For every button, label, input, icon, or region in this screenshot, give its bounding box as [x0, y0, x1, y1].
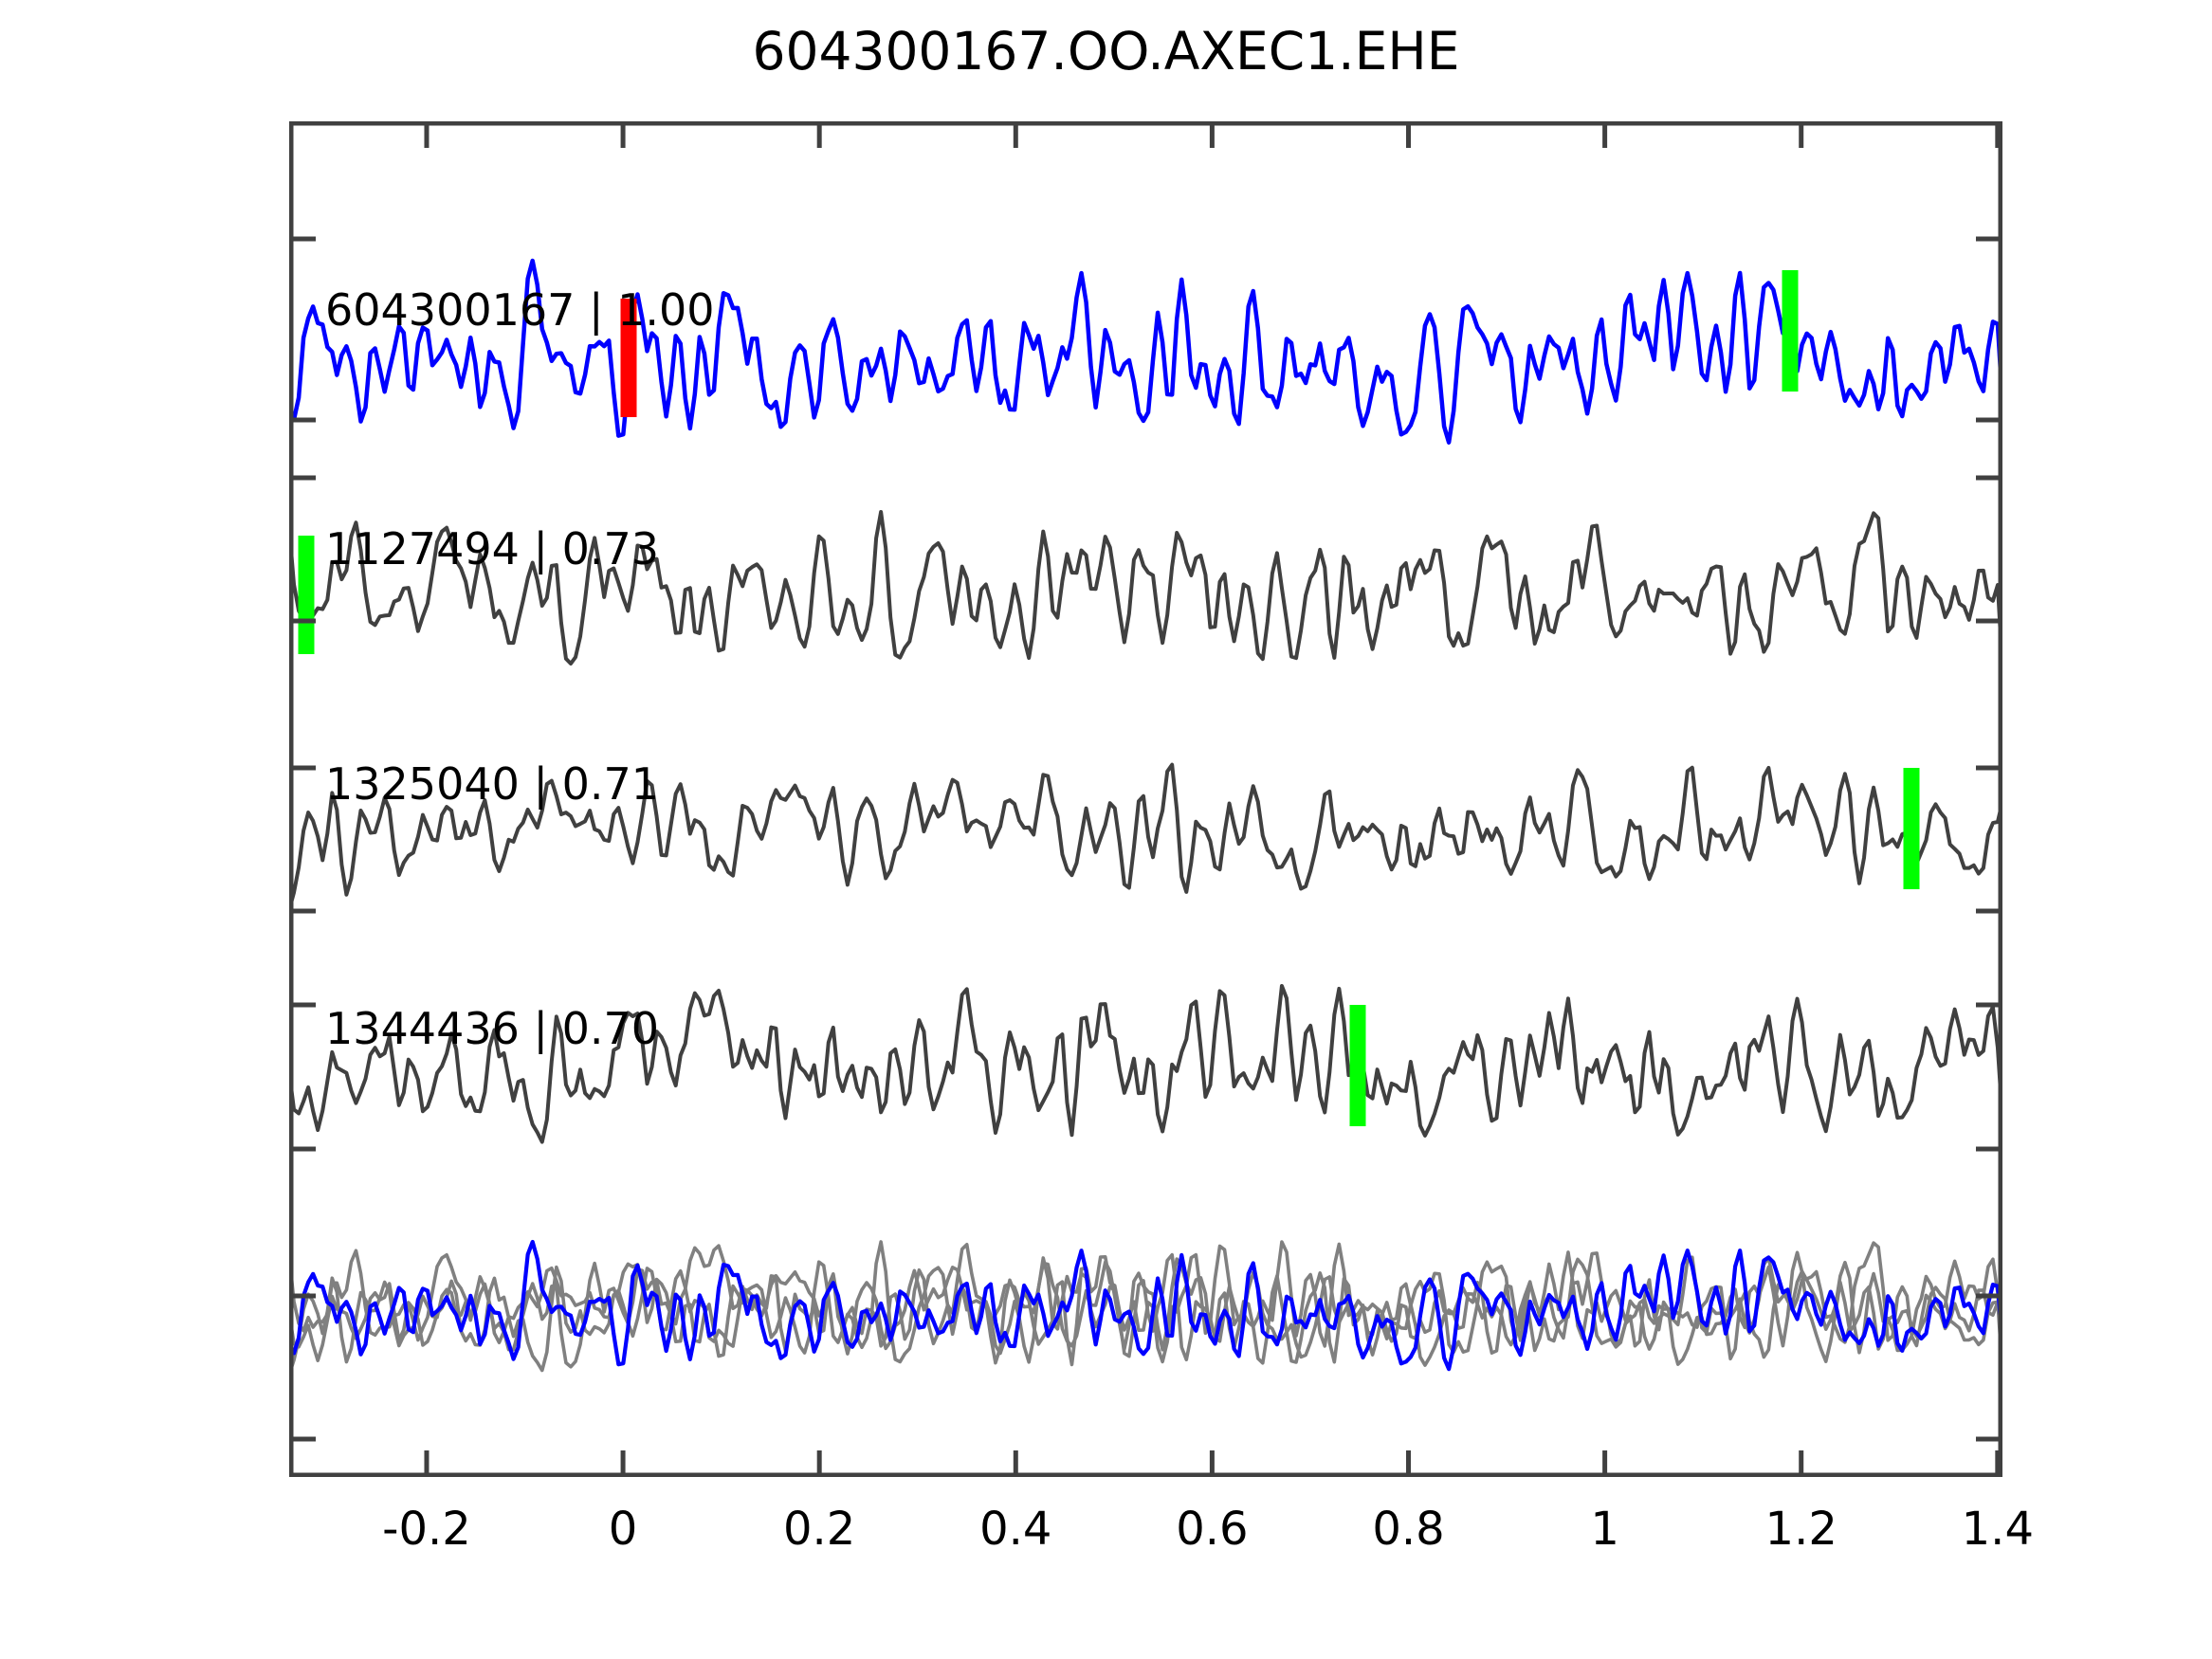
plot-area — [289, 121, 2002, 1477]
x-tick-label-7: 1.2 — [1764, 1503, 1837, 1556]
x-tick-label-1: 0 — [608, 1503, 638, 1556]
page-title: 604300167.OO.AXEC1.EHE — [752, 21, 1460, 82]
waveform-trace-1325040 — [289, 762, 2002, 912]
x-tick-label-8: 1.4 — [1961, 1503, 2034, 1556]
x-tick-label-3: 0.4 — [979, 1503, 1052, 1556]
waveform-trace-604300167 — [289, 258, 2002, 445]
detection-marker-1325040 — [1903, 768, 1920, 889]
pick-marker-604300167 — [620, 299, 637, 417]
x-tick-label-2: 0.2 — [783, 1503, 856, 1556]
waveform-trace-1127494 — [289, 510, 2002, 672]
x-tick-label-4: 0.6 — [1176, 1503, 1249, 1556]
x-tick-label-0: -0.2 — [382, 1503, 471, 1556]
x-tick-label-5: 0.8 — [1372, 1503, 1445, 1556]
detection-marker-1127494 — [298, 536, 315, 654]
x-tick-label-6: 1 — [1590, 1503, 1619, 1556]
waveform-trace-1344436 — [289, 984, 2002, 1144]
detection-marker-604300167 — [1782, 270, 1799, 392]
waveform-canvas — [289, 258, 2002, 1376]
detection-marker-1344436 — [1349, 1005, 1366, 1126]
